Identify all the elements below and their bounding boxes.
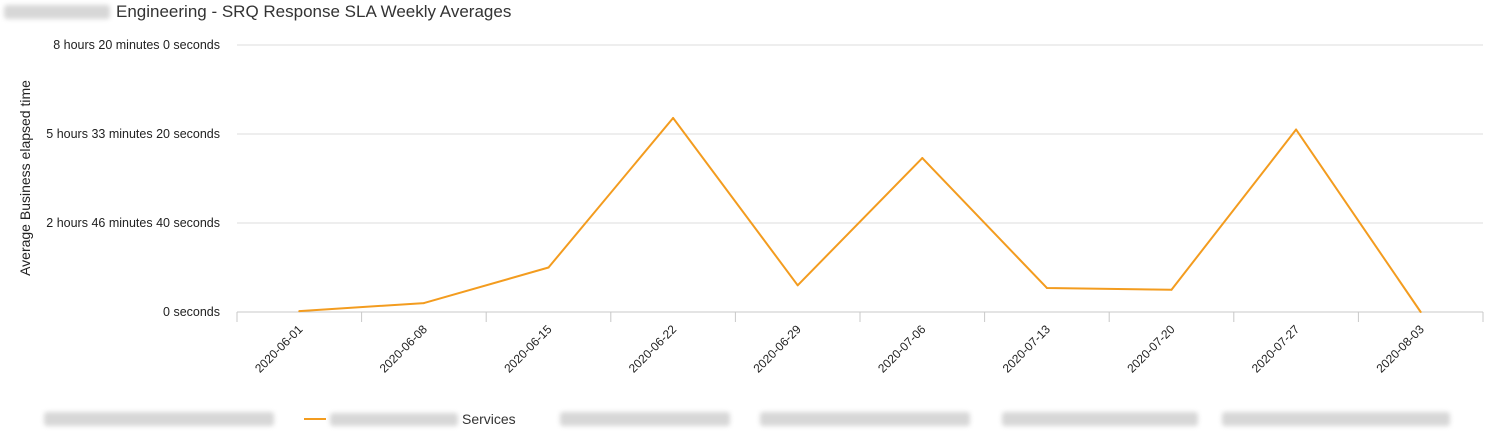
x-tick-label: 2020-06-01	[252, 322, 306, 376]
chart-title: Engineering - SRQ Response SLA Weekly Av…	[4, 1, 511, 23]
data-point	[1045, 286, 1048, 289]
y-tick-label: 8 hours 20 minutes 0 seconds	[53, 38, 220, 52]
y-tick-label: 0 seconds	[163, 305, 220, 319]
chart-title-text: Engineering - SRQ Response SLA Weekly Av…	[116, 2, 512, 21]
redacted-title-prefix	[4, 5, 110, 19]
series-group	[298, 116, 1422, 313]
legend-swatch	[304, 418, 326, 420]
x-tick-label: 2020-07-06	[875, 322, 929, 376]
legend-label: Services	[462, 411, 516, 427]
data-point	[921, 157, 924, 160]
legend-item-redacted-5[interactable]	[1222, 412, 1450, 426]
x-tick-label: 2020-07-20	[1124, 322, 1178, 376]
y-axis-ticks: 0 seconds 2 hours 46 minutes 40 seconds 5 …	[46, 38, 220, 319]
data-point	[547, 266, 550, 269]
x-tick-label: 2020-07-13	[1000, 322, 1054, 376]
legend-item-redacted-4[interactable]	[1002, 412, 1198, 426]
data-point	[1295, 128, 1298, 131]
series-line-services	[299, 116, 1422, 313]
x-tick-label: 2020-07-27	[1249, 322, 1303, 376]
legend: Services	[0, 405, 1496, 435]
legend-item-redacted-1[interactable]	[44, 412, 274, 426]
data-point	[422, 302, 425, 305]
x-tick-label: 2020-06-22	[626, 322, 680, 376]
legend-item-redacted-2[interactable]	[560, 412, 730, 426]
data-point	[1170, 288, 1173, 291]
data-point	[1419, 311, 1422, 313]
x-tick-label: 2020-08-03	[1374, 322, 1428, 376]
x-axis: 2020-06-01 2020-06-08 2020-06-15 2020-06-22…	[236, 311, 1484, 376]
x-tick-label: 2020-06-15	[501, 322, 555, 376]
legend-item-redacted-3[interactable]	[760, 412, 970, 426]
legend-item-redacted-prefix	[330, 412, 458, 426]
data-point	[298, 310, 301, 313]
grid-lines	[237, 44, 1483, 224]
y-tick-label: 5 hours 33 minutes 20 seconds	[46, 127, 220, 141]
data-point	[672, 116, 675, 119]
y-axis-label: Average Business elapsed time	[17, 80, 33, 276]
x-tick-label: 2020-06-08	[377, 322, 431, 376]
x-tick-label: 2020-06-29	[751, 322, 805, 376]
data-point	[796, 284, 799, 287]
legend-item-services[interactable]: Services	[304, 405, 516, 433]
y-tick-label: 2 hours 46 minutes 40 seconds	[46, 216, 220, 230]
